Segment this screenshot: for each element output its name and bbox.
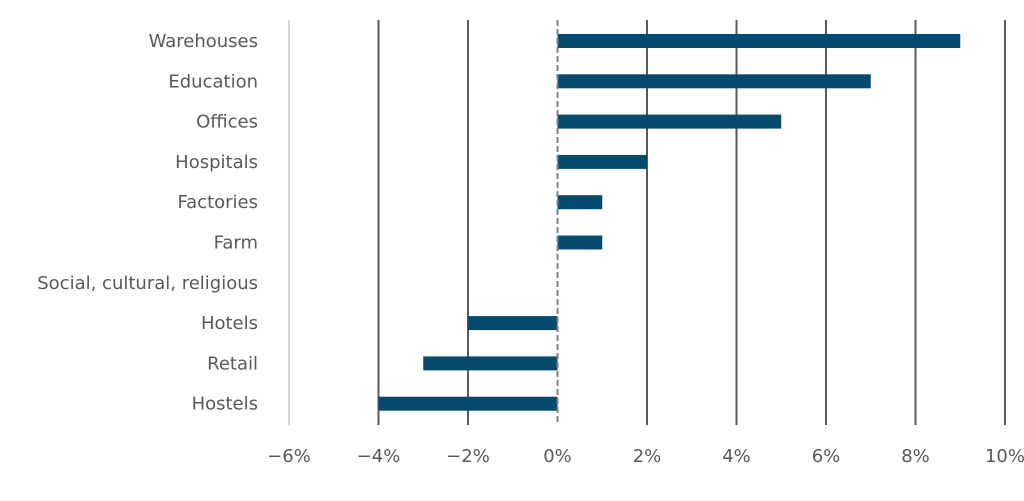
bar <box>378 396 558 411</box>
category-label: Hospitals <box>175 152 258 173</box>
category-label: Warehouses <box>149 31 258 52</box>
category-label: Education <box>168 71 258 92</box>
x-tick-label: −4% <box>357 446 401 467</box>
x-tick-label: −2% <box>446 446 490 467</box>
category-label: Hostels <box>192 394 258 415</box>
x-tick-labels: −6% −4% −2% 0% 2% 4% 6% 8% 10% <box>267 446 1024 467</box>
x-tick-label: 0% <box>543 446 572 467</box>
bar <box>557 34 961 48</box>
category-labels: Warehouses Education Offices Hospitals Facto… <box>37 31 258 415</box>
x-tick-label: −6% <box>267 446 311 467</box>
bar <box>557 114 782 129</box>
bar <box>557 74 871 89</box>
x-tick-label: 4% <box>722 446 751 467</box>
x-tick-label: 10% <box>985 446 1024 467</box>
x-tick-label: 6% <box>812 446 841 467</box>
category-label: Retail <box>207 353 258 374</box>
category-label: Offices <box>196 112 258 133</box>
bar <box>557 154 647 169</box>
bar <box>557 195 603 210</box>
bar <box>423 356 558 371</box>
category-label: Social, cultural, religious <box>37 273 258 294</box>
bar <box>557 235 603 250</box>
x-tick-label: 2% <box>633 446 662 467</box>
bar <box>468 316 558 331</box>
bars <box>378 34 961 411</box>
category-label: Hotels <box>201 313 258 334</box>
category-label: Factories <box>177 192 258 213</box>
category-label: Farm <box>214 233 258 254</box>
x-tick-label: 8% <box>901 446 930 467</box>
